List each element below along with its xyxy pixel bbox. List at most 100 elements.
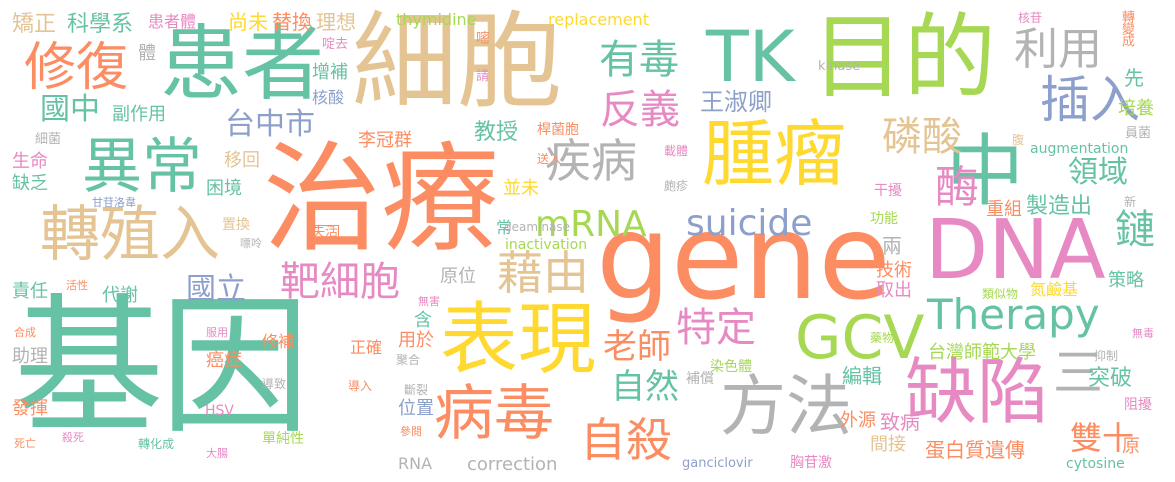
word-siwang: 死亡 (14, 437, 36, 450)
word-liyong: 利用 (1014, 24, 1102, 75)
word-zengbu: 增補 (312, 62, 348, 83)
word-ganrao: 干擾 (874, 183, 902, 199)
word-xiufu: 修復 (24, 38, 129, 98)
word-fahui: 發揮 (12, 398, 48, 419)
word-weizhi: 位置 (398, 398, 434, 419)
word-yuan: 原 (1122, 436, 1140, 457)
word-ganciclovir: ganciclovir (682, 456, 753, 471)
word-gene: gene (596, 188, 891, 326)
word-quefa: 缺乏 (12, 173, 48, 194)
word-yuanwei: 原位 (440, 266, 476, 287)
word-dna: DNA (925, 203, 1106, 298)
word-baxibao: 靶細胞 (280, 259, 400, 305)
word-jishu: 技術 (876, 260, 912, 281)
word-mi: 嘧 (476, 31, 490, 47)
word-linsuan: 磷酸 (882, 114, 962, 160)
word-correction: correction (467, 454, 558, 475)
word-zhengque: 正確 (350, 338, 383, 357)
word-charu: 插入 (1040, 71, 1140, 129)
word-bingdu: 病毒 (434, 379, 554, 449)
word-yichang: 異常 (82, 132, 202, 202)
word-fuyong: 服用 (206, 326, 228, 339)
word-shangwei: 尚未 (228, 10, 268, 34)
word-youdu: 有毒 (599, 37, 679, 83)
word-hsv: HSV (205, 403, 234, 419)
word-yuanjun: 員菌 (1125, 126, 1152, 141)
word-tupo: 突破 (1088, 366, 1133, 391)
word-tk: TK (706, 16, 795, 98)
word-mrna: mRNA (535, 204, 647, 245)
word-waiyuan: 外源 (840, 410, 876, 431)
word-zhihuan: 置換 (222, 217, 250, 233)
word-mudi: 目的 (812, 4, 997, 111)
word-huoxing: 活性 (66, 279, 88, 292)
word-wuhai: 無害 (418, 295, 440, 308)
word-jiyin: 基因 (14, 281, 310, 455)
word-therapy: Therapy (927, 290, 1100, 339)
word-shasi: 殺死 (62, 431, 84, 444)
word-buchang: 補償 (686, 371, 714, 387)
word-deaminase: deaminase (504, 220, 570, 234)
word-teding: 特定 (676, 305, 756, 351)
word-xian: 先 (1124, 66, 1144, 90)
word-biaoxian: 表現 (440, 295, 597, 385)
word-hesuan: 核酸 (312, 88, 345, 107)
word-huanzheti: 患者體 (148, 12, 197, 31)
word-qing: 請 (476, 69, 490, 84)
word-huanzhe: 患者 (160, 17, 325, 112)
word-yihui: 移回 (224, 150, 260, 171)
word-jieyou: 藉由 (497, 246, 589, 300)
word-zhuanbiancheng: 轉變成 (1119, 10, 1134, 46)
word-tihuan: 替換 (272, 10, 312, 34)
word-liang: 兩 (882, 234, 902, 258)
word-canyue: 參閱 (400, 425, 422, 438)
word-zhuanzhiru: 轉殖入 (40, 200, 220, 270)
word-replacement: replacement (548, 10, 649, 29)
word-augmentation: augmentation (1030, 141, 1129, 157)
word-zeren: 責任 (12, 281, 48, 302)
word-danbaizhi: 蛋白質遺傳 (925, 438, 1025, 462)
word-hecheng: 合成 (14, 326, 36, 339)
word-gongneng: 功能 (870, 211, 898, 227)
word-jiaoshou: 教授 (474, 120, 519, 145)
word-peiyang: 培養 (1118, 98, 1154, 119)
word-shihuo: 失活 (311, 225, 340, 240)
word-daoru: 導入 (348, 379, 373, 393)
word-hegan: 核苷 (1018, 11, 1043, 25)
word-wudu: 無毒 (1132, 327, 1154, 340)
word-celue: 策略 (1108, 270, 1144, 291)
word-liguanqun: 李冠群 (358, 130, 412, 151)
word-zhibing: 致病 (880, 410, 920, 434)
word-bingwei: 並未 (503, 178, 539, 199)
word-san: 三 (1053, 344, 1103, 402)
word-jianjie: 間接 (870, 434, 906, 455)
word-zhizaochu: 製造出 (1026, 194, 1093, 219)
word-cytosine: cytosine (1066, 456, 1125, 472)
word-guozhong: 國中 (40, 92, 100, 127)
word-xijun: 細菌 (35, 132, 62, 147)
word-ganjunbao: 桿菌胞 (537, 122, 579, 138)
word-danjianji: 氮鹼基 (1030, 280, 1079, 299)
word-dachang: 大腸 (206, 447, 228, 460)
word-zhong: 中 (946, 127, 1025, 217)
word-yongyu: 用於 (398, 330, 434, 351)
word-gangan: 甘苷洛韋 (92, 196, 136, 209)
word-kinase: kinase (818, 59, 861, 74)
word-quexian: 缺陷 (905, 350, 1050, 434)
word-jiaozheng: 矯正 (12, 12, 57, 37)
word-piaoling: 嘌呤 (240, 237, 262, 250)
word-taiwanshida: 台灣師範大學 (928, 342, 1036, 363)
word-fangfa: 方法 (720, 368, 852, 445)
word-han: 含 (414, 310, 432, 331)
word-quchu: 取出 (876, 280, 912, 301)
word-yizhi: 抑制 (1094, 349, 1119, 363)
word-jibing: 疾病 (545, 134, 637, 188)
word-xin: 新 (1124, 195, 1137, 209)
word-lian: 鏈 (1115, 207, 1155, 253)
word-ti: 體 (138, 43, 156, 64)
word-thymidine: thymidine (396, 10, 477, 29)
word-chongzu: 重組 (986, 199, 1022, 220)
word-leisiwu: 類似物 (982, 287, 1019, 301)
word-kexuexi: 科學系 (67, 12, 134, 37)
